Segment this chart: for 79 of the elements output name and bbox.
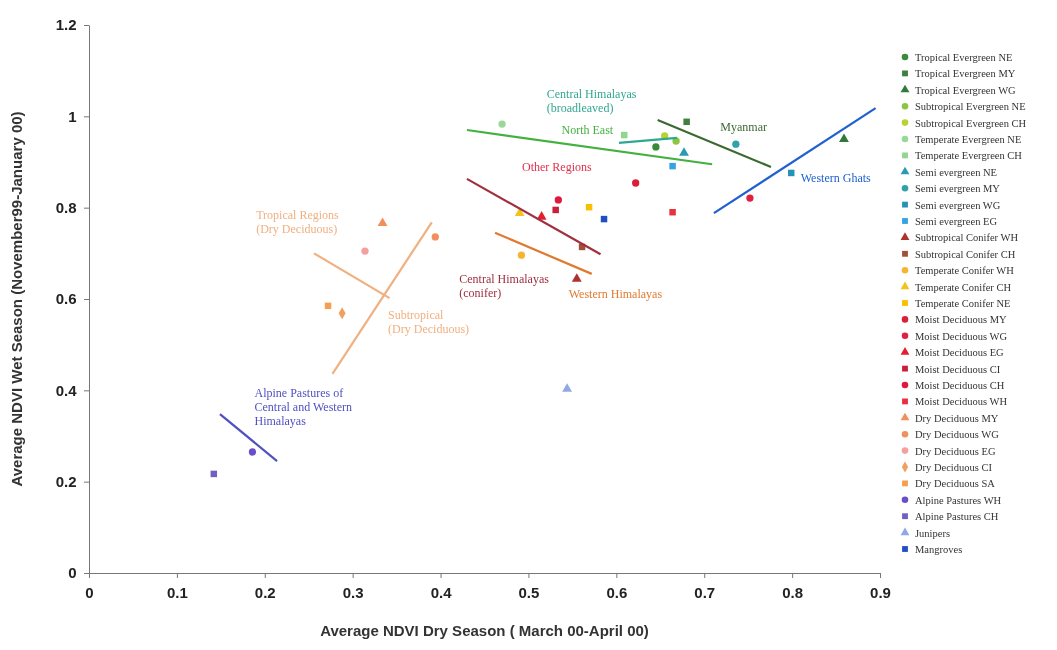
annotation: Other Regions xyxy=(522,160,592,174)
legend-label: Tropical Evergreen WG xyxy=(915,84,1017,96)
point xyxy=(679,147,689,156)
series-label: Myanmar xyxy=(720,119,767,134)
point xyxy=(498,120,506,128)
legend-label: Semi evergreen EG xyxy=(915,216,998,227)
legend-label: Moist Deciduous EG xyxy=(915,347,1005,359)
point xyxy=(554,196,562,204)
x-tick-label: 0.6 xyxy=(606,583,628,601)
text: Central Himalayas (conifer) xyxy=(459,271,550,300)
legend-label: Dry Deciduous SA xyxy=(915,478,996,490)
legend-label: Moist Deciduous CH xyxy=(915,380,1005,391)
legend-label: Subtropical Evergreen NE xyxy=(915,101,1026,113)
legend-label: Semi evergreen NE xyxy=(915,166,998,178)
legend-label: Temperate Conifer WH xyxy=(915,265,1015,277)
x-axis-title: Average NDVI Dry Season ( March 00-April 00) xyxy=(320,622,649,639)
x-tick-label: 0.8 xyxy=(782,583,804,601)
point xyxy=(552,206,559,214)
y-tick-label: 1.2 xyxy=(55,16,77,34)
point xyxy=(632,179,640,187)
y-tick-label: 0 xyxy=(68,564,77,582)
legend-label: Dry Deciduous MY xyxy=(915,412,999,424)
y-tick-label: 0.2 xyxy=(55,472,77,490)
text: Tropical Regions (Dry Deciduous) xyxy=(256,207,340,236)
legend-label: Subtropical Evergreen CH xyxy=(915,117,1027,129)
legend-label: Alpine Pastures CH xyxy=(915,511,999,523)
legend-label: Semi evergreen WG xyxy=(915,199,1001,211)
point xyxy=(562,383,573,392)
legend-label: Subtropical Conifer CH xyxy=(915,248,1016,260)
legend-label: Temperate Conifer CH xyxy=(915,281,1012,293)
point xyxy=(431,233,439,241)
legend-label: Subtropical Conifer WH xyxy=(915,232,1019,244)
y-tick-label: 0.4 xyxy=(55,381,78,399)
legend-label: Moist Deciduous MY xyxy=(915,314,1007,326)
point xyxy=(652,143,660,151)
y-axis-title: Average NDVI Wet Season (November99-January 00) xyxy=(8,111,25,487)
legend-label: Dry Deciduous CI xyxy=(915,462,993,473)
point xyxy=(571,273,582,282)
legend-label: Temperate Evergreen NE xyxy=(915,134,1022,145)
series-label: Western Ghats xyxy=(800,170,872,185)
legend-label: Temperate Conifer NE xyxy=(915,298,1011,309)
series-label: Alpine Pastures of Central and Western Himalayas xyxy=(254,385,352,428)
legend-label: Dry Deciduous EG xyxy=(915,445,996,457)
legend-label: Moist Deciduous WH xyxy=(915,396,1008,408)
legend-label: Semi evergreen MY xyxy=(915,183,1001,195)
x-tick-label: 0.2 xyxy=(254,583,276,601)
x-tick-label: 0.9 xyxy=(870,583,891,601)
series-label: Western Himalayas xyxy=(568,286,663,301)
point xyxy=(248,448,257,456)
x-tick-label: 0.3 xyxy=(342,583,364,601)
y-tick-label: 0.8 xyxy=(55,198,77,216)
legend-label: Alpine Pastures WH xyxy=(915,494,1002,506)
x-tick-label: 0 xyxy=(85,583,94,601)
point xyxy=(517,251,526,259)
legend-label: Junipers xyxy=(915,527,950,539)
legend-label: Dry Deciduous WG xyxy=(915,429,1000,441)
y-tick-label: 1 xyxy=(68,107,77,125)
x-tick-label: 0.7 xyxy=(694,583,716,601)
y-tick-label: 0.6 xyxy=(55,290,77,308)
point xyxy=(732,140,740,148)
point xyxy=(361,247,369,255)
text: Central Himalayas (broadleaved) xyxy=(546,87,637,116)
point xyxy=(683,118,690,126)
x-tick-label: 0.1 xyxy=(166,583,188,601)
point xyxy=(839,133,849,143)
legend-label: Tropical Evergreen NE xyxy=(915,52,1013,63)
x-tick-label: 0.5 xyxy=(518,583,540,601)
point xyxy=(669,208,676,216)
legend-label: Temperate Evergreen CH xyxy=(915,150,1023,162)
legend-label: Mangroves xyxy=(915,544,963,555)
legend-label: Moist Deciduous WG xyxy=(915,330,1008,342)
point xyxy=(377,217,388,227)
series-label: North East xyxy=(561,123,614,138)
x-tick-label: 0.4 xyxy=(430,583,453,601)
legend-label: Tropical Evergreen MY xyxy=(915,68,1016,80)
point xyxy=(746,194,754,202)
legend-label: Moist Deciduous CI xyxy=(915,363,1001,375)
series-label: Subtropical (Dry Deciduous) xyxy=(388,308,470,337)
point xyxy=(669,162,676,170)
